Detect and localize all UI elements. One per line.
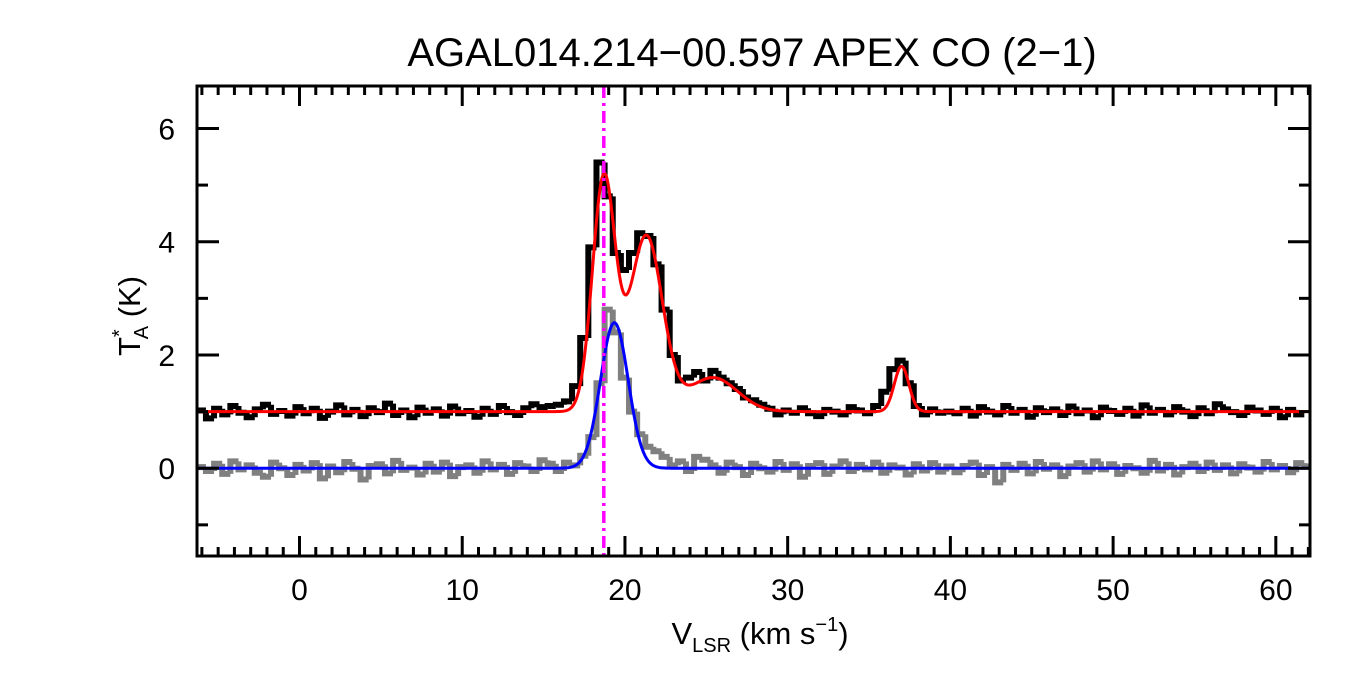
y-tick-label: 2	[158, 340, 175, 373]
y-axis-label: T*A (K)	[109, 276, 153, 356]
residual-channel	[365, 462, 377, 480]
residual-channel	[642, 434, 654, 450]
blue-gaussian-fit-line	[197, 321, 1310, 470]
x-tick-label: 0	[291, 574, 308, 607]
residual-channel	[658, 451, 670, 460]
plot-area	[197, 86, 1310, 556]
y-tick-label: 6	[158, 113, 175, 146]
red-gaussian-fit-line	[197, 171, 1310, 414]
residual-channel	[324, 463, 337, 479]
observed-channel	[902, 360, 914, 387]
residual-channel	[544, 460, 556, 467]
residual-channel	[414, 467, 426, 478]
x-axis-label: VLSR (km s−1)	[671, 614, 848, 657]
residual-channel	[1008, 464, 1020, 473]
residual-channel	[943, 463, 955, 472]
residual-channel	[292, 461, 304, 476]
observed-channel	[1252, 407, 1264, 414]
observed-channel	[886, 366, 898, 392]
x-tick-label: 40	[934, 574, 967, 607]
residual-channel	[902, 467, 914, 478]
observed-channel	[682, 374, 695, 381]
residual-channel	[268, 459, 280, 477]
observed-channel	[479, 405, 491, 417]
observed-channel	[715, 370, 727, 381]
plot-frame	[195, 84, 1312, 558]
x-tick-label: 50	[1096, 574, 1129, 607]
observed-channel	[748, 397, 760, 404]
residual-channel	[259, 472, 272, 480]
observed-channel	[259, 401, 272, 410]
x-tick-label: 60	[1259, 574, 1292, 607]
chart-title: AGAL014.214−00.597 APEX CO (2−1)	[407, 31, 1096, 75]
residual-channel	[805, 462, 817, 477]
observed-channel	[544, 402, 556, 409]
observed-channel	[918, 405, 931, 418]
observed-channel	[341, 405, 353, 418]
residual-channel	[398, 460, 410, 473]
x-tick-label: 30	[771, 574, 804, 607]
y-tick-label: 0	[158, 453, 175, 486]
residual-channel	[520, 463, 532, 470]
residual-channel	[617, 332, 630, 381]
residual-channel	[780, 462, 792, 473]
residual-channel	[699, 456, 711, 463]
observed-channel	[805, 408, 817, 417]
observed-channel	[813, 413, 825, 420]
observed-channel	[552, 401, 564, 408]
observed-channel	[1219, 404, 1232, 413]
residual-channel	[731, 462, 743, 471]
observed-channel	[853, 407, 865, 414]
y-tick-label: 4	[158, 227, 175, 260]
residual-channel	[959, 462, 971, 473]
observed-channel	[756, 400, 768, 408]
residual-channel	[373, 461, 385, 468]
observed-channel	[211, 405, 223, 419]
observed-channel	[1187, 411, 1199, 420]
residual-channel	[910, 461, 922, 475]
residual-channel	[650, 446, 662, 455]
residual-channel	[1211, 462, 1223, 473]
residual-channel	[1236, 461, 1248, 474]
observed-channel	[560, 398, 573, 405]
x-tick-label: 20	[608, 574, 641, 607]
residual-channel	[1000, 461, 1012, 483]
residual-channel	[992, 467, 1004, 486]
axes: 0 10 20 30 40 50 60 0 2 4 6	[158, 84, 1312, 607]
x-tick-label: 10	[446, 574, 479, 607]
residual-channel	[967, 459, 979, 466]
residual-channel	[666, 456, 678, 469]
observed-channel	[202, 410, 215, 422]
residual-channel	[707, 459, 719, 469]
residual-channel	[821, 463, 833, 477]
